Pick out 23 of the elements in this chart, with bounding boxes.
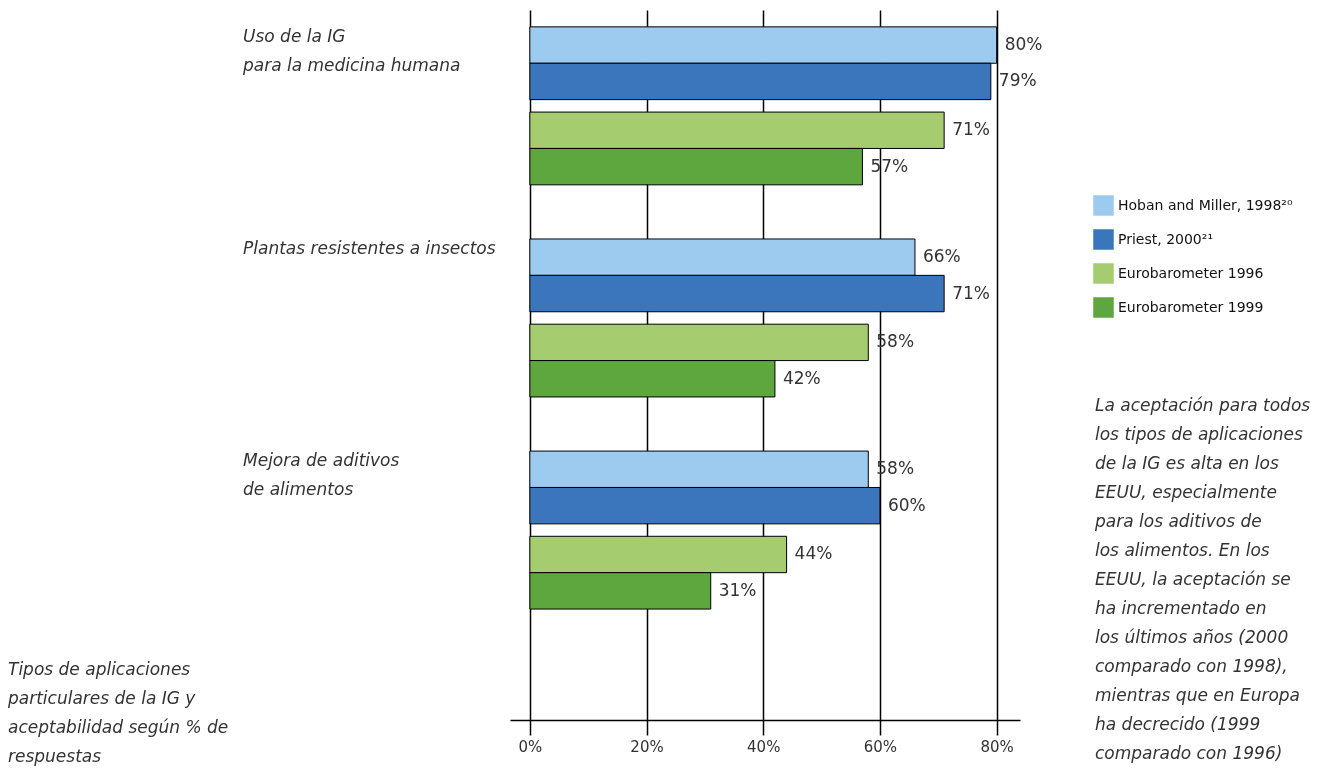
x-tick-label: 60% — [863, 737, 898, 756]
x-tick-label: 0% — [518, 737, 543, 756]
legend-label: Hoban and Miller, 1998²⁰ — [1118, 196, 1293, 213]
data-label: 66% — [922, 246, 961, 267]
data-label: 60% — [887, 494, 926, 515]
y-tick-label: Plantas resistentes a insectos — [243, 237, 496, 258]
x-tick-label: 80% — [980, 737, 1014, 756]
legend-label: Priest, 2000²¹ — [1118, 230, 1213, 247]
text: Tipos de aplicaciones particulares de la IG y aceptabilidad según % de respuestas — [7, 659, 229, 766]
data-label: 31% — [718, 579, 757, 600]
y-tick-label: Uso de la IG para la medicina humana — [242, 25, 461, 75]
data-label: 71% — [952, 119, 990, 140]
data-label: 42% — [782, 367, 821, 388]
data-label: 71% — [952, 282, 990, 303]
text: La aceptación para todos los tipos de aplicaciones de la IG es alta en los EEUU, especialmente para los aditivos de los alimentos. En los EEUU, la aceptación se ha incrementado en los últimos años (2000 comparado con 1998), mientras que en Europa ha decrecido (1999 comparado con 1996) — [1095, 395, 1311, 763]
legend-label: Eurobarometer 1996 — [1118, 264, 1264, 281]
x-tick-label: 40% — [747, 737, 781, 756]
data-label: 79% — [998, 70, 1037, 91]
data-label: 80% — [1004, 34, 1043, 55]
y-tick-label: Mejora de aditivos de alimentos — [243, 449, 400, 499]
x-tick-label: 20% — [630, 737, 664, 756]
data-label: 44% — [794, 543, 833, 564]
legend-label: Eurobarometer 1999 — [1118, 298, 1264, 315]
